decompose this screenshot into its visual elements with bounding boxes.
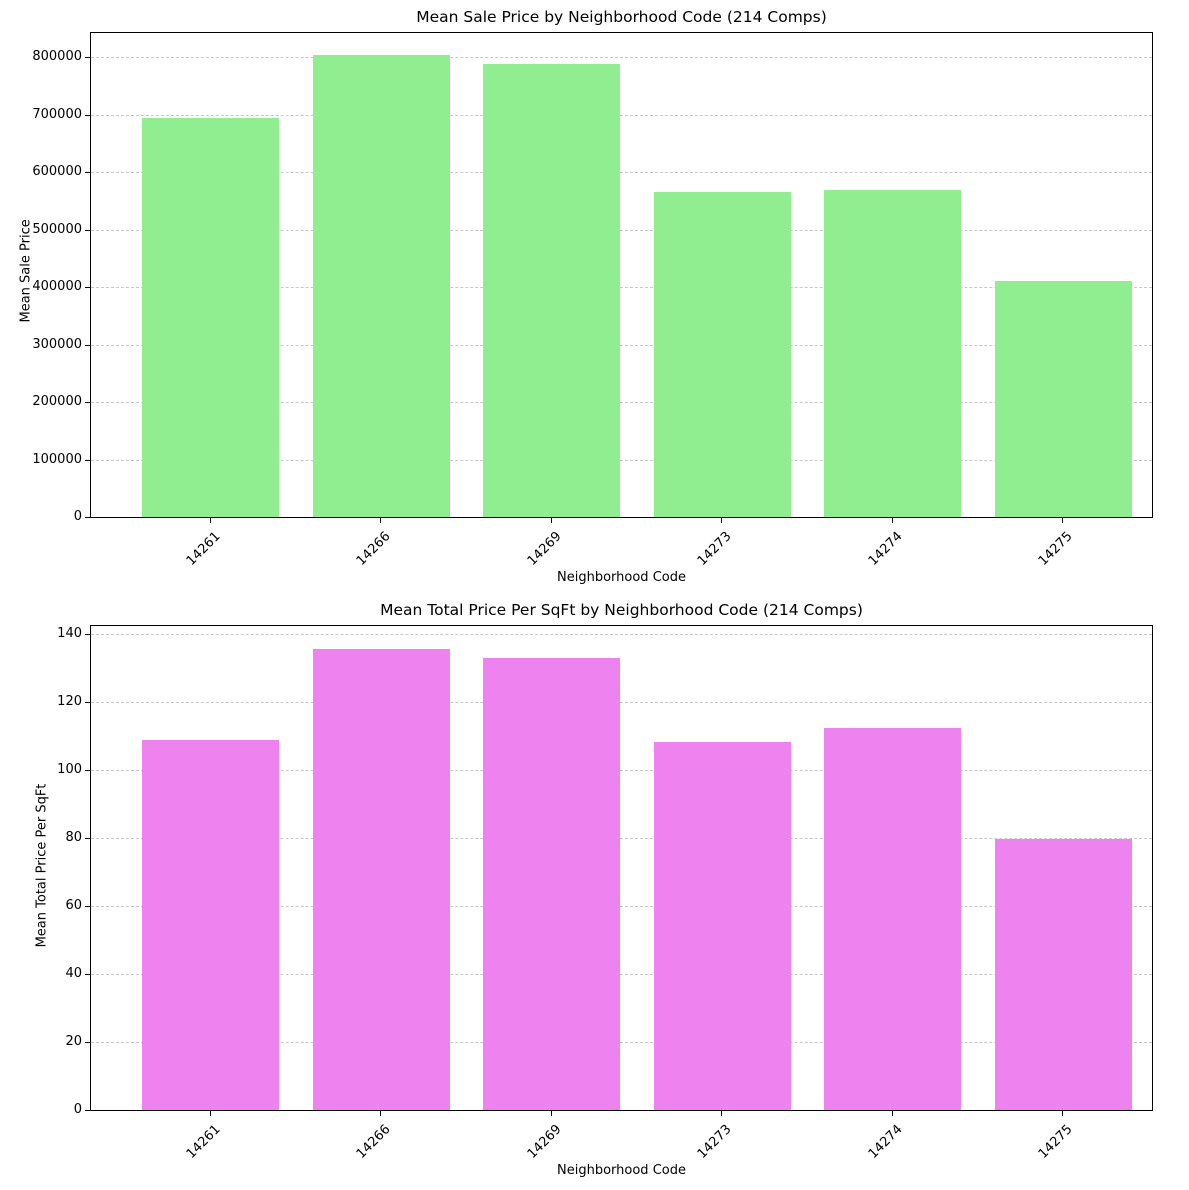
x-tick-mark — [1062, 1111, 1063, 1116]
y-tick-mark — [85, 770, 90, 772]
gridline — [91, 770, 1152, 772]
chart-title: Mean Total Price Per SqFt by Neighborhoo… — [380, 601, 863, 619]
y-tick-mark — [85, 838, 90, 840]
sale-price-chart: Mean Sale Price by Neighborhood Code (21… — [19, 8, 1153, 585]
y-tick-label: 400000 — [32, 279, 82, 295]
gridline — [91, 402, 1152, 404]
gridline — [91, 838, 1152, 840]
bar-14269 — [483, 64, 620, 517]
gridline — [91, 344, 1152, 346]
x-tick-mark — [1062, 518, 1063, 523]
x-tick-label: 14275 — [1035, 1122, 1076, 1162]
chart-title: Mean Sale Price by Neighborhood Code (21… — [416, 8, 827, 26]
y-tick-label: 20 — [65, 1034, 82, 1050]
bar-14261 — [142, 740, 279, 1110]
y-tick-mark — [85, 402, 90, 404]
y-tick-mark — [85, 1042, 90, 1044]
y-tick-label: 140 — [57, 626, 82, 642]
y-tick-label: 80 — [65, 830, 82, 846]
x-tick-mark — [721, 1111, 722, 1116]
y-axis-label: Mean Total Price Per SqFt — [34, 783, 50, 948]
gridline — [91, 114, 1152, 116]
x-tick-mark — [380, 518, 381, 523]
bar-14274 — [824, 189, 961, 517]
y-tick-label: 0 — [73, 1102, 82, 1117]
bar-14269 — [483, 658, 620, 1110]
bar-14273 — [653, 192, 791, 517]
y-tick-mark — [85, 1110, 90, 1111]
y-tick-mark — [85, 906, 90, 908]
gridline — [91, 634, 1152, 636]
bar-14266 — [312, 54, 450, 517]
x-tick-label: 14269 — [524, 1122, 565, 1162]
bar-14266 — [312, 649, 450, 1110]
plot-area — [90, 625, 1153, 1111]
x-tick-mark — [550, 1111, 552, 1116]
bar-14274 — [824, 728, 961, 1110]
x-tick-label: 14273 — [694, 1122, 735, 1162]
x-axis-label: Neighborhood Code — [557, 1163, 686, 1178]
x-tick-mark — [721, 518, 722, 523]
y-tick-mark — [85, 57, 90, 59]
x-axis-label: Neighborhood Code — [557, 570, 686, 585]
gridline — [91, 459, 1152, 461]
y-tick-label: 500000 — [32, 221, 82, 237]
y-tick-mark — [85, 459, 90, 461]
gridline — [91, 229, 1152, 231]
bar-14275 — [994, 838, 1132, 1110]
y-tick-label: 100000 — [32, 451, 82, 467]
bar-14273 — [653, 742, 791, 1110]
x-tick-mark — [891, 518, 893, 523]
y-tick-mark — [85, 287, 90, 289]
x-tick-label: 14261 — [183, 1122, 224, 1162]
gridline — [91, 287, 1152, 289]
x-tick-mark — [550, 518, 552, 523]
gridline — [91, 906, 1152, 908]
x-tick-mark — [209, 1111, 211, 1116]
x-tick-label: 14274 — [865, 1122, 906, 1162]
y-tick-label: 100 — [57, 762, 82, 778]
y-tick-mark — [85, 114, 90, 116]
y-tick-label: 40 — [65, 966, 82, 982]
y-tick-label: 120 — [57, 694, 82, 710]
bar-14261 — [142, 117, 279, 517]
gridline — [91, 702, 1152, 704]
x-tick-label: 14266 — [353, 1122, 394, 1162]
y-tick-mark — [85, 229, 90, 231]
y-tick-mark — [85, 634, 90, 636]
y-tick-mark — [85, 702, 90, 704]
y-tick-mark — [85, 974, 90, 976]
y-tick-mark — [85, 344, 90, 346]
y-tick-label: 600000 — [32, 164, 82, 180]
y-tick-label: 800000 — [32, 49, 82, 65]
gridline — [91, 1042, 1152, 1044]
x-tick-mark — [209, 518, 211, 523]
gridline — [91, 172, 1152, 174]
gridline — [91, 974, 1152, 976]
plot-area — [90, 32, 1153, 518]
x-tick-mark — [891, 1111, 893, 1116]
y-tick-label: 0 — [73, 509, 82, 524]
gridline — [91, 57, 1152, 59]
y-tick-mark — [85, 517, 90, 518]
y-tick-label: 200000 — [32, 394, 82, 410]
y-tick-mark — [85, 172, 90, 174]
y-tick-label: 60 — [65, 898, 82, 914]
y-tick-label: 700000 — [32, 106, 82, 122]
y-tick-label: 300000 — [32, 336, 82, 352]
x-tick-mark — [380, 1111, 381, 1116]
bar-14275 — [994, 280, 1132, 517]
